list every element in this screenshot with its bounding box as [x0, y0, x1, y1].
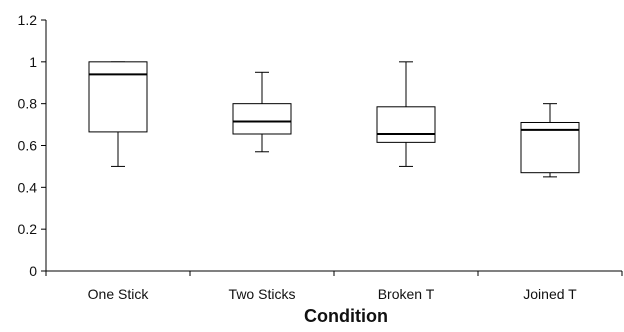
box-group — [520, 103, 580, 178]
axes: 0 0.2 0.4 0.6 0.8 1 1.2 One Stick Two Sticks Brok… — [18, 12, 623, 302]
y-tick-label: 0 — [29, 263, 37, 279]
iqr-box — [232, 103, 292, 135]
y-tick-label: 0.4 — [18, 179, 38, 195]
x-tick-label: Two Sticks — [229, 286, 296, 302]
box-group — [232, 71, 292, 153]
x-axis-title: Condition — [304, 306, 388, 326]
box-group — [88, 61, 148, 167]
y-tick-label: 0.6 — [18, 138, 38, 154]
y-tick-label: 1.2 — [18, 12, 38, 28]
x-tick-label: One Stick — [88, 286, 150, 302]
iqr-box — [520, 121, 580, 174]
y-tick-label: 0.8 — [18, 96, 38, 112]
y-tick-label: 1 — [29, 54, 37, 70]
x-tick-label: Broken T — [378, 286, 435, 302]
iqr-box — [88, 61, 148, 133]
y-tick-label: 0.2 — [18, 221, 38, 237]
iqr-box — [376, 106, 436, 143]
box-group — [376, 61, 436, 167]
box-series — [88, 61, 580, 178]
x-tick-label: Joined T — [523, 286, 577, 302]
